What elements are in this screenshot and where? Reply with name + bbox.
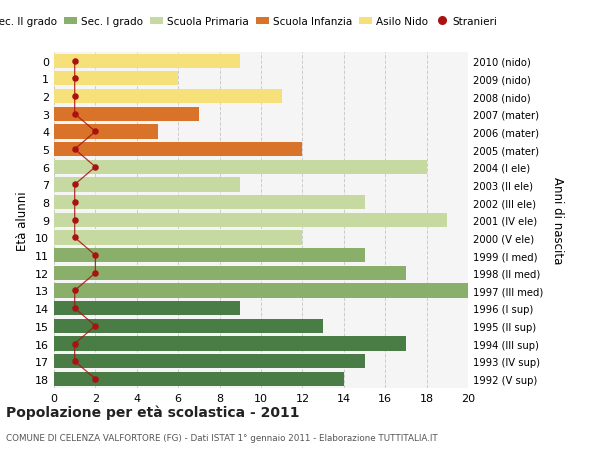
Point	[70, 146, 79, 153]
Point	[91, 252, 100, 259]
Point	[91, 164, 100, 171]
Point	[70, 76, 79, 83]
Bar	[54, 266, 406, 280]
Point	[70, 199, 79, 207]
Bar	[54, 319, 323, 333]
Bar	[54, 72, 178, 86]
Text: COMUNE DI CELENZA VALFORTORE (FG) - Dati ISTAT 1° gennaio 2011 - Elaborazione TU: COMUNE DI CELENZA VALFORTORE (FG) - Dati…	[6, 433, 438, 442]
Point	[70, 93, 79, 101]
Bar	[54, 90, 282, 104]
Point	[70, 305, 79, 312]
Point	[70, 340, 79, 347]
Y-axis label: Anni di nascita: Anni di nascita	[551, 177, 565, 264]
Bar	[54, 354, 365, 369]
Bar	[54, 372, 344, 386]
Point	[91, 323, 100, 330]
Bar	[54, 196, 365, 210]
Y-axis label: Età alunni: Età alunni	[16, 190, 29, 250]
Point	[91, 375, 100, 383]
Point	[91, 269, 100, 277]
Point	[70, 111, 79, 118]
Bar	[54, 284, 468, 298]
Text: Popolazione per età scolastica - 2011: Popolazione per età scolastica - 2011	[6, 405, 299, 420]
Bar	[54, 143, 302, 157]
Bar	[54, 107, 199, 122]
Point	[70, 358, 79, 365]
Point	[70, 287, 79, 295]
Point	[70, 217, 79, 224]
Bar	[54, 302, 240, 315]
Point	[70, 234, 79, 241]
Bar	[54, 125, 157, 139]
Bar	[54, 248, 365, 263]
Bar	[54, 231, 302, 245]
Point	[70, 58, 79, 65]
Bar	[54, 178, 240, 192]
Legend: Sec. II grado, Sec. I grado, Scuola Primaria, Scuola Infanzia, Asilo Nido, Stran: Sec. II grado, Sec. I grado, Scuola Prim…	[0, 13, 501, 31]
Bar	[54, 213, 448, 227]
Point	[70, 181, 79, 189]
Bar	[54, 160, 427, 174]
Bar	[54, 337, 406, 351]
Point	[91, 129, 100, 136]
Bar	[54, 55, 240, 69]
